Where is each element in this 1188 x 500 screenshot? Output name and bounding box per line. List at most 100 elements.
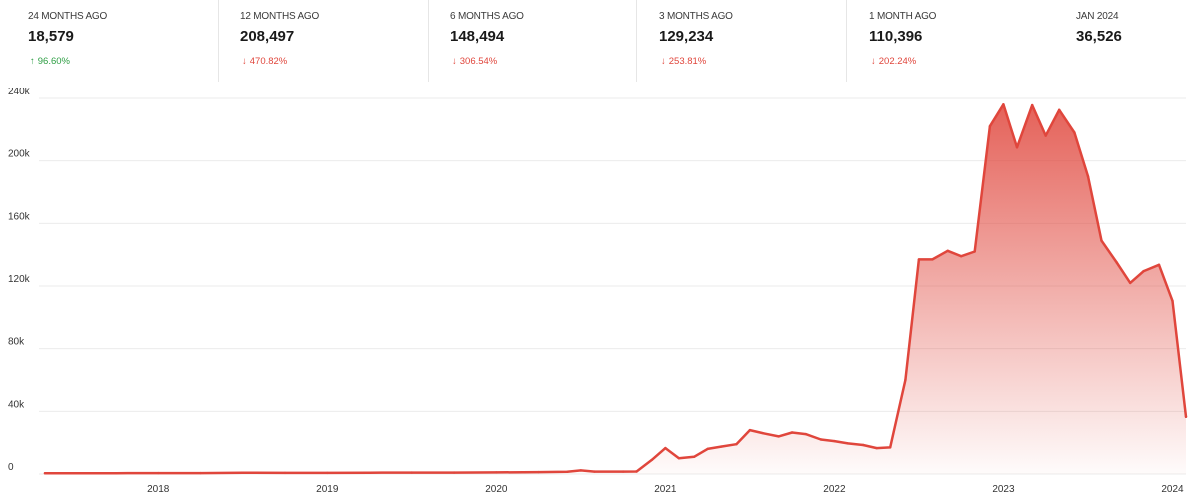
y-tick-label: 80k: [8, 337, 25, 348]
data-point: [1073, 131, 1076, 134]
data-point: [621, 470, 625, 473]
series-area: [45, 104, 1186, 475]
stat-label: 24 MONTHS AGO: [28, 11, 108, 22]
stat-value: 148,494: [450, 28, 505, 45]
x-tick-label: 2022: [823, 484, 846, 495]
stat-value: 208,497: [240, 28, 295, 45]
stat-label: 3 MONTHS AGO: [659, 11, 733, 22]
data-point: [819, 438, 823, 441]
stat-card-current: JAN 2024 36,526: [1061, 0, 1188, 82]
y-tick-label: 200k: [8, 149, 31, 160]
data-point: [931, 258, 934, 261]
data-point: [593, 470, 596, 473]
y-axis: 0 40k 80k 120k 160k 200k 240k: [8, 88, 31, 473]
stat-change-value: 470.82%: [249, 56, 288, 67]
x-tick-label: 2024: [1161, 484, 1184, 495]
stat-change: ↓ 253.81%: [661, 56, 706, 67]
data-point: [1115, 261, 1118, 264]
data-point: [1044, 134, 1047, 137]
stat-value: 18,579: [28, 28, 74, 45]
stat-card-1-month: 1 MONTH AGO 110,396 ↓ 202.24%: [846, 0, 1062, 82]
data-point: [199, 471, 202, 475]
y-tick-label: 0: [8, 462, 14, 473]
data-point: [719, 445, 723, 448]
trend-chart: 0 40k 80k 120k 160k 200k 240k 2018 2019 2020 2021…: [8, 88, 1188, 495]
data-point: [157, 471, 160, 475]
data-point: [973, 250, 976, 253]
data-point: [706, 447, 709, 451]
data-point: [889, 446, 892, 449]
data-point: [904, 378, 907, 382]
stat-label: 1 MONTH AGO: [869, 11, 937, 22]
stat-card-6-months: 6 MONTHS AGO 148,494 ↓ 306.54%: [428, 0, 637, 82]
x-tick-label: 2021: [654, 484, 677, 495]
stat-label: 6 MONTHS AGO: [450, 11, 524, 22]
data-point: [790, 431, 794, 434]
data-point: [635, 470, 638, 473]
data-point: [241, 471, 244, 474]
data-point: [861, 443, 865, 447]
data-point: [368, 471, 371, 474]
data-point: [677, 457, 681, 460]
arrow-down-icon: ↓: [452, 56, 457, 67]
data-point: [566, 470, 569, 473]
stat-change: ↑ 96.60%: [30, 56, 70, 67]
chart-series: [43, 103, 1188, 475]
stat-value: 36,526: [1076, 28, 1122, 45]
data-point: [1086, 175, 1090, 178]
data-point: [946, 249, 949, 252]
stat-card-3-months: 3 MONTHS AGO 129,234 ↓ 253.81%: [636, 0, 847, 82]
data-point: [1171, 299, 1174, 303]
data-point: [988, 125, 992, 128]
data-point: [1100, 239, 1103, 242]
data-point: [452, 471, 456, 474]
data-point: [692, 455, 696, 458]
x-axis: 2018 2019 2020 2021 2022 2023 2024: [147, 484, 1184, 495]
stat-value: 129,234: [659, 28, 714, 45]
stat-change-value: 253.81%: [668, 56, 707, 67]
data-point: [846, 442, 850, 445]
arrow-down-icon: ↓: [871, 56, 876, 67]
data-point: [410, 471, 413, 474]
data-point: [762, 432, 765, 435]
data-point: [777, 435, 780, 438]
data-point: [495, 471, 498, 474]
data-point: [1142, 269, 1145, 273]
y-tick-label: 240k: [8, 88, 31, 97]
y-tick-label: 120k: [8, 274, 31, 285]
data-point: [917, 258, 921, 261]
data-point: [1157, 263, 1161, 266]
arrow-down-icon: ↓: [661, 56, 666, 67]
data-point: [875, 446, 878, 450]
data-point: [579, 469, 582, 472]
x-tick-label: 2023: [992, 484, 1015, 495]
data-point: [537, 470, 540, 474]
data-point: [735, 443, 738, 446]
stat-change-value: 96.60%: [37, 56, 70, 67]
stat-change: ↓ 202.24%: [871, 56, 916, 67]
stats-row: 24 MONTHS AGO 18,579 ↑ 96.60% 12 MONTHS A…: [0, 0, 1188, 82]
data-point: [1058, 108, 1061, 111]
data-point: [1184, 415, 1188, 418]
stat-label: 12 MONTHS AGO: [240, 11, 320, 22]
data-point: [114, 472, 118, 475]
data-point: [960, 255, 963, 258]
x-tick-label: 2019: [316, 484, 339, 495]
x-tick-label: 2020: [485, 484, 508, 495]
y-tick-label: 160k: [8, 211, 31, 222]
data-point: [1129, 281, 1132, 285]
data-point: [326, 471, 329, 475]
x-tick-label: 2018: [147, 484, 170, 495]
data-point: [1015, 146, 1019, 149]
data-point: [72, 472, 75, 475]
stat-card-12-months: 12 MONTHS AGO 208,497 ↓ 470.82%: [218, 0, 429, 82]
data-point: [1002, 103, 1005, 106]
stat-label: JAN 2024: [1076, 11, 1119, 22]
y-tick-label: 40k: [8, 399, 25, 410]
data-point: [748, 428, 752, 432]
stat-card-24-months: 24 MONTHS AGO 18,579 ↑ 96.60%: [18, 0, 218, 82]
stat-value: 110,396: [869, 28, 923, 45]
data-point: [43, 472, 47, 475]
arrow-up-icon: ↑: [30, 56, 35, 67]
arrow-down-icon: ↓: [242, 56, 247, 67]
